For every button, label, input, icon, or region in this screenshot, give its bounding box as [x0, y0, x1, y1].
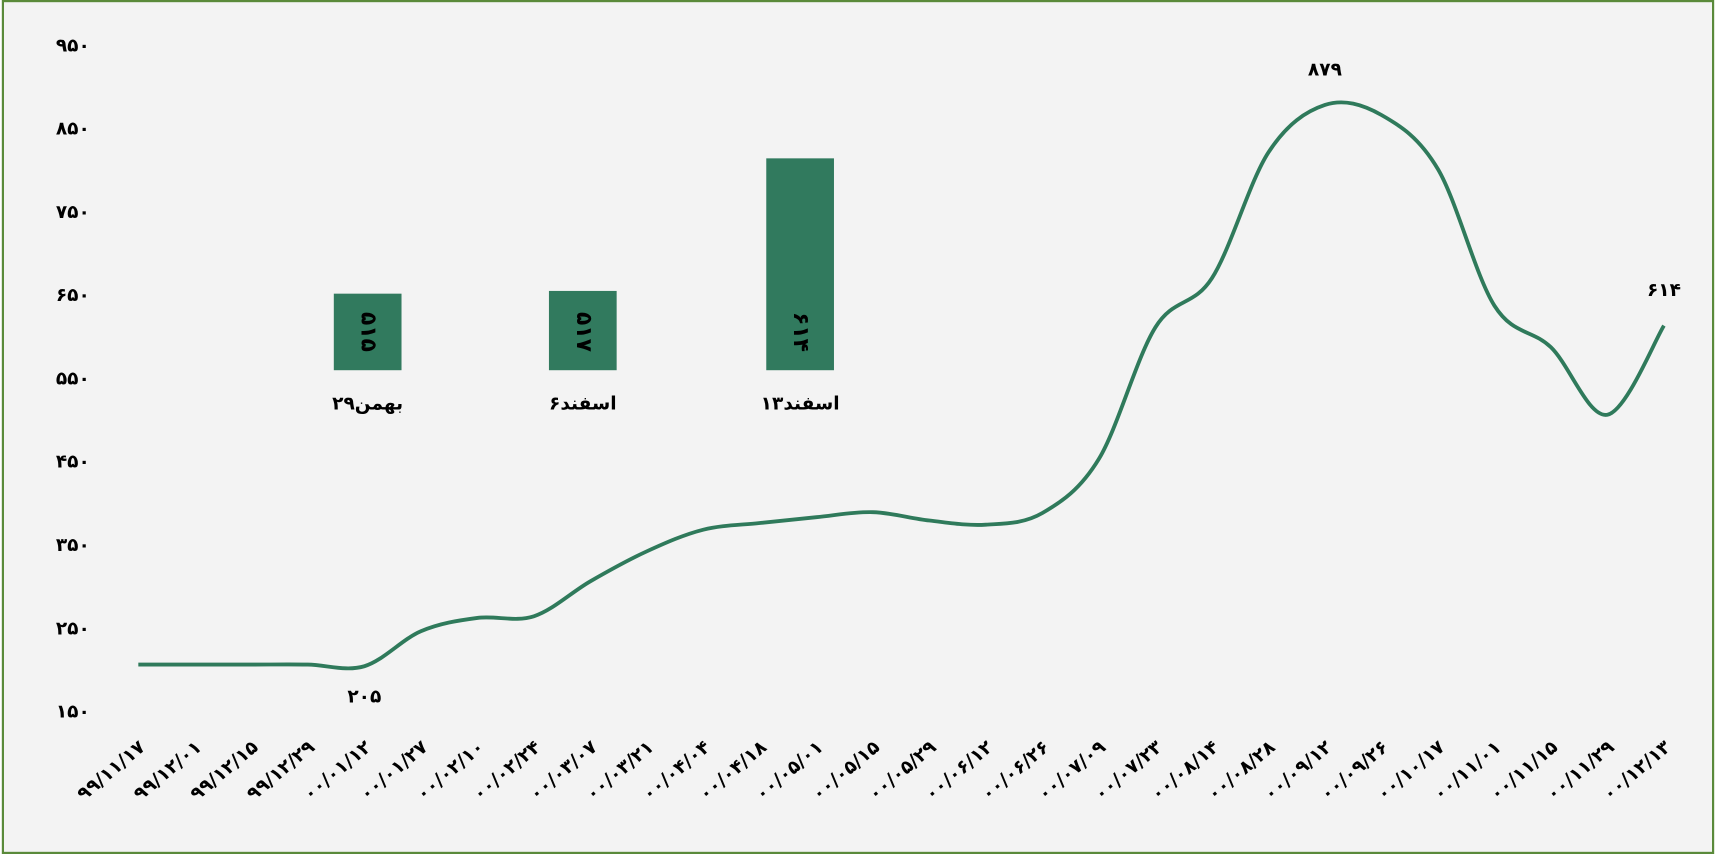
- y-tick-label: ۲۵۰: [56, 618, 90, 639]
- data-label: ۶۱۴: [1647, 280, 1681, 301]
- bar: [766, 158, 834, 371]
- bar: [333, 293, 402, 371]
- bar-value-label: ۵۱۷: [571, 312, 596, 352]
- y-tick-label: ۱۵۰: [56, 702, 90, 723]
- bar-category-label: ۶اسفند: [549, 394, 617, 415]
- y-tick-label: ۶۵۰: [56, 285, 90, 306]
- line: [138, 100, 1666, 671]
- y-tick-label: ۹۵۰: [56, 35, 90, 56]
- bar-value-label: ۶۱۴: [788, 312, 813, 352]
- y-tick-label: ۳۵۰: [56, 535, 90, 556]
- data-label: ۸۷۹: [1308, 60, 1342, 81]
- bar-value-label: ۵۱۵: [356, 312, 381, 352]
- y-tick-label: ۴۵۰: [56, 452, 90, 473]
- bar-category-label: ۲۹بهمن: [332, 394, 403, 415]
- bar: [548, 290, 617, 371]
- data-label: ۲۰۵: [347, 686, 381, 707]
- y-tick-label: ۵۵۰: [56, 368, 90, 389]
- y-tick-label: ۷۵۰: [56, 202, 90, 223]
- bar-category-label: ۱۳اسفند: [761, 394, 840, 415]
- y-tick-label: ۸۵۰: [56, 119, 90, 140]
